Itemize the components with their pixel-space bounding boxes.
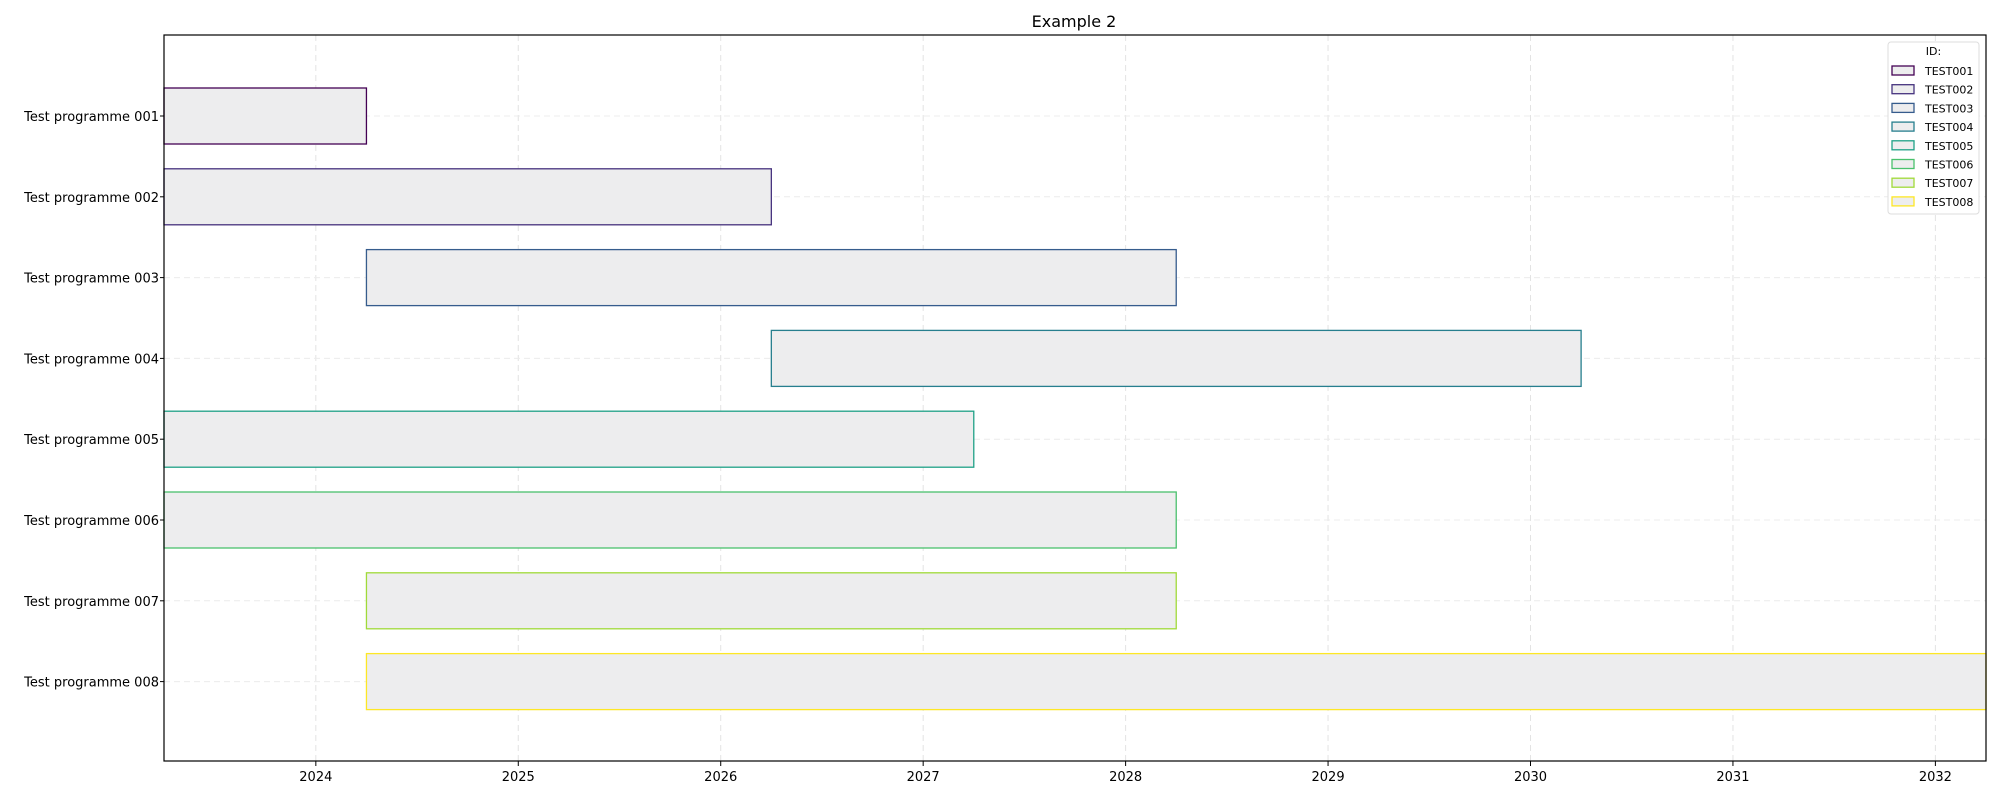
- y-tick-label: Test programme 008: [23, 676, 159, 691]
- x-tick-label: 2031: [1716, 770, 1749, 785]
- bar-test008: [365, 652, 1987, 711]
- y-tick-label: Test programme 006: [23, 514, 159, 529]
- y-axis: Test programme 001 Test programme 002 Test…: [23, 110, 164, 691]
- y-tick-label: Test programme 002: [23, 191, 159, 206]
- x-tick-label: 2026: [704, 770, 737, 785]
- chart-title: Example 2: [1032, 12, 1117, 31]
- grid-lines: [164, 35, 1986, 761]
- legend-swatch: [1891, 84, 1915, 95]
- legend-title: ID:: [1926, 45, 1941, 58]
- legend-label: TEST008: [1924, 196, 1973, 209]
- bar-test001: [163, 87, 368, 145]
- bars: [163, 87, 1987, 711]
- y-tick-label: Test programme 005: [23, 433, 159, 448]
- bar-test002: [163, 168, 772, 226]
- legend-swatch: [1891, 177, 1915, 188]
- legend-swatch: [1891, 121, 1915, 132]
- bar-test004: [770, 329, 1582, 388]
- x-tick-label: 2027: [907, 770, 940, 785]
- x-tick-label: 2024: [299, 770, 332, 785]
- legend-swatch: [1891, 158, 1915, 170]
- bar-test006: [163, 491, 1177, 549]
- bar-test007: [365, 572, 1177, 630]
- x-tick-label: 2025: [502, 770, 535, 785]
- legend-swatch: [1891, 102, 1915, 114]
- legend-label: TEST005: [1924, 140, 1973, 153]
- y-tick-label: Test programme 001: [23, 110, 159, 125]
- legend-swatch: [1891, 140, 1915, 151]
- x-tick-label: 2030: [1514, 770, 1547, 785]
- y-tick-label: Test programme 004: [23, 352, 159, 367]
- legend-label: TEST003: [1924, 102, 1973, 115]
- bar-test003: [365, 248, 1177, 307]
- x-tick-label: 2032: [1919, 770, 1952, 785]
- legend-swatch: [1891, 65, 1915, 76]
- plot-frame: [163, 34, 1987, 762]
- y-tick-label: Test programme 007: [23, 595, 159, 610]
- legend-label: TEST001: [1924, 65, 1973, 78]
- legend-label: TEST006: [1924, 159, 1973, 172]
- x-tick-label: 2028: [1109, 770, 1142, 785]
- bar-test005: [163, 410, 975, 468]
- x-tick-label: 2029: [1312, 770, 1345, 785]
- legend-label: TEST007: [1924, 177, 1973, 190]
- legend-swatch: [1891, 196, 1915, 207]
- x-axis: 2024 2025 2026 2027 2028 2029 2030 2031 2032: [299, 761, 1952, 785]
- legend-label: TEST002: [1924, 84, 1973, 97]
- legend: ID: TEST001 TEST002 TEST003 TEST004 TEST005 TE…: [1887, 41, 1980, 215]
- y-tick-label: Test programme 003: [23, 272, 159, 287]
- legend-label: TEST004: [1924, 121, 1973, 134]
